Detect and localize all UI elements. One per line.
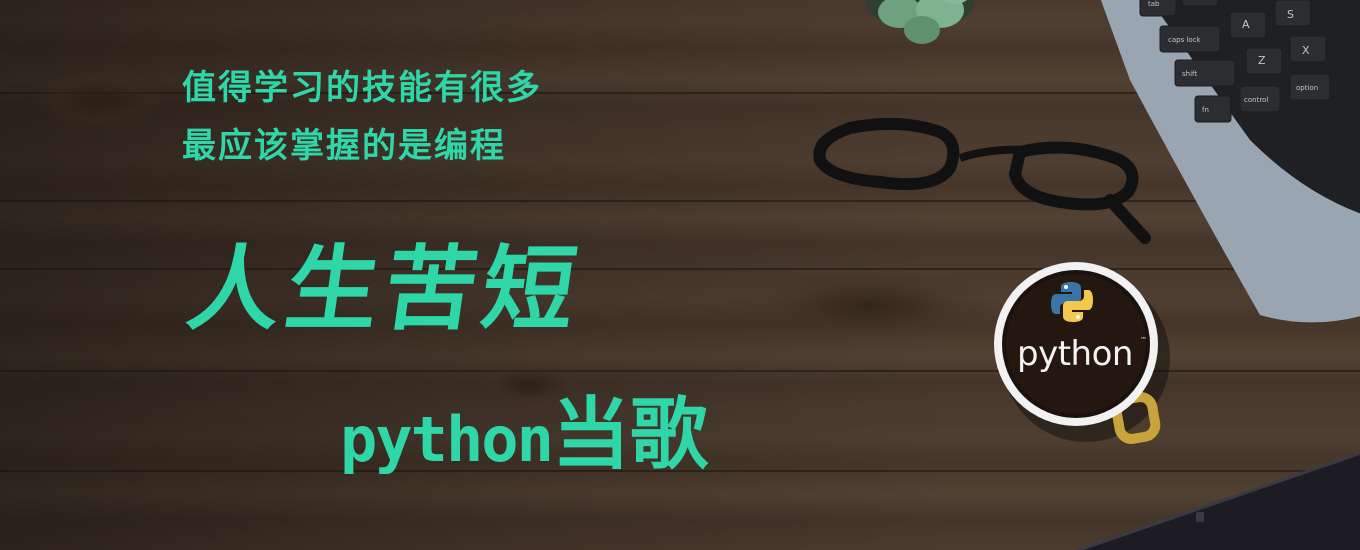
cup-logo-tm: ™ xyxy=(1140,336,1147,344)
slogan: 人生苦短 xyxy=(181,235,589,343)
wood-knot xyxy=(470,360,590,410)
tablet-icon xyxy=(1074,451,1360,550)
cup-logo-text: python xyxy=(1017,334,1133,374)
wood-knot xyxy=(30,70,170,130)
wood-plank-seam xyxy=(0,200,1360,202)
svg-text:control: control xyxy=(1244,96,1268,104)
wood-knot xyxy=(740,270,1000,340)
coffee-cup-icon xyxy=(994,262,1170,444)
glasses-icon xyxy=(813,117,1151,244)
plant-icon xyxy=(865,0,975,44)
svg-text:option: option xyxy=(1296,84,1318,92)
wood-plank-seam xyxy=(0,370,1360,372)
svg-text:caps lock: caps lock xyxy=(1168,36,1202,44)
wood-plank-seam xyxy=(0,92,1360,94)
svg-text:S: S xyxy=(1287,8,1294,21)
svg-text:shift: shift xyxy=(1182,70,1197,78)
sub-slogan-word: python xyxy=(340,403,554,476)
svg-text:X: X xyxy=(1302,44,1310,57)
sub-slogan: python当歌 xyxy=(340,372,708,484)
headline-line-1: 值得学习的技能有很多 xyxy=(182,68,542,108)
wood-plank-seam xyxy=(0,470,1360,472)
laptop-icon: tab caps lock shift fn control option A … xyxy=(1100,0,1360,323)
svg-text:fn: fn xyxy=(1202,106,1209,114)
svg-text:tab: tab xyxy=(1148,0,1160,8)
sub-slogan-cn: 当歌 xyxy=(551,389,708,480)
headline-line-2: 最应该掌握的是编程 xyxy=(182,126,506,166)
wood-plank-seam xyxy=(0,268,1360,270)
svg-text:A: A xyxy=(1242,18,1250,31)
python-logo-icon xyxy=(1051,282,1093,322)
svg-text:Z: Z xyxy=(1258,54,1266,67)
